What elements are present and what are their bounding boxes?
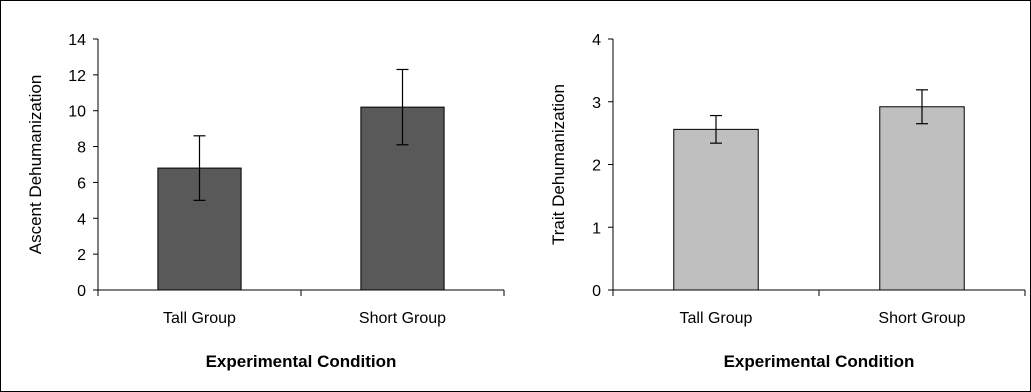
y-tick-label: 8 [77, 140, 86, 157]
bar-tall-group [673, 128, 759, 291]
y-tick-label: 2 [77, 247, 86, 264]
y-tick-label: 1 [592, 220, 601, 237]
chart-panel-1: 0 2 4 6 8 10 12 14 Tall Group Short Group Ascent D… [26, 32, 505, 371]
x-axis-title: Experimental Condition [206, 352, 397, 371]
bar-short-group [879, 106, 965, 291]
x-category-label: Short Group [359, 310, 446, 327]
x-axis-title: Experimental Condition [724, 352, 915, 371]
y-tick-label: 6 [77, 175, 86, 192]
y-tick-label: 4 [592, 32, 601, 49]
y-tick-label: 0 [592, 283, 601, 300]
y-tick-label: 2 [592, 158, 601, 175]
y-tick-label: 14 [68, 32, 86, 49]
y-axis-title: Trait Dehumanization [549, 84, 568, 245]
y-tick-label: 4 [77, 211, 86, 228]
y-tick-label: 3 [592, 95, 601, 112]
chart-panel-2: 0 1 2 3 4 Tall Group Short Group Trait Dehumani… [549, 32, 1026, 371]
y-axis-title: Ascent Dehumanization [26, 75, 45, 255]
x-category-label: Tall Group [680, 310, 753, 327]
x-category-label: Tall Group [163, 310, 236, 327]
x-category-label: Short Group [878, 310, 965, 327]
y-tick-label: 12 [68, 68, 86, 85]
y-tick-label: 0 [77, 283, 86, 300]
y-tick-label: 10 [68, 104, 86, 121]
